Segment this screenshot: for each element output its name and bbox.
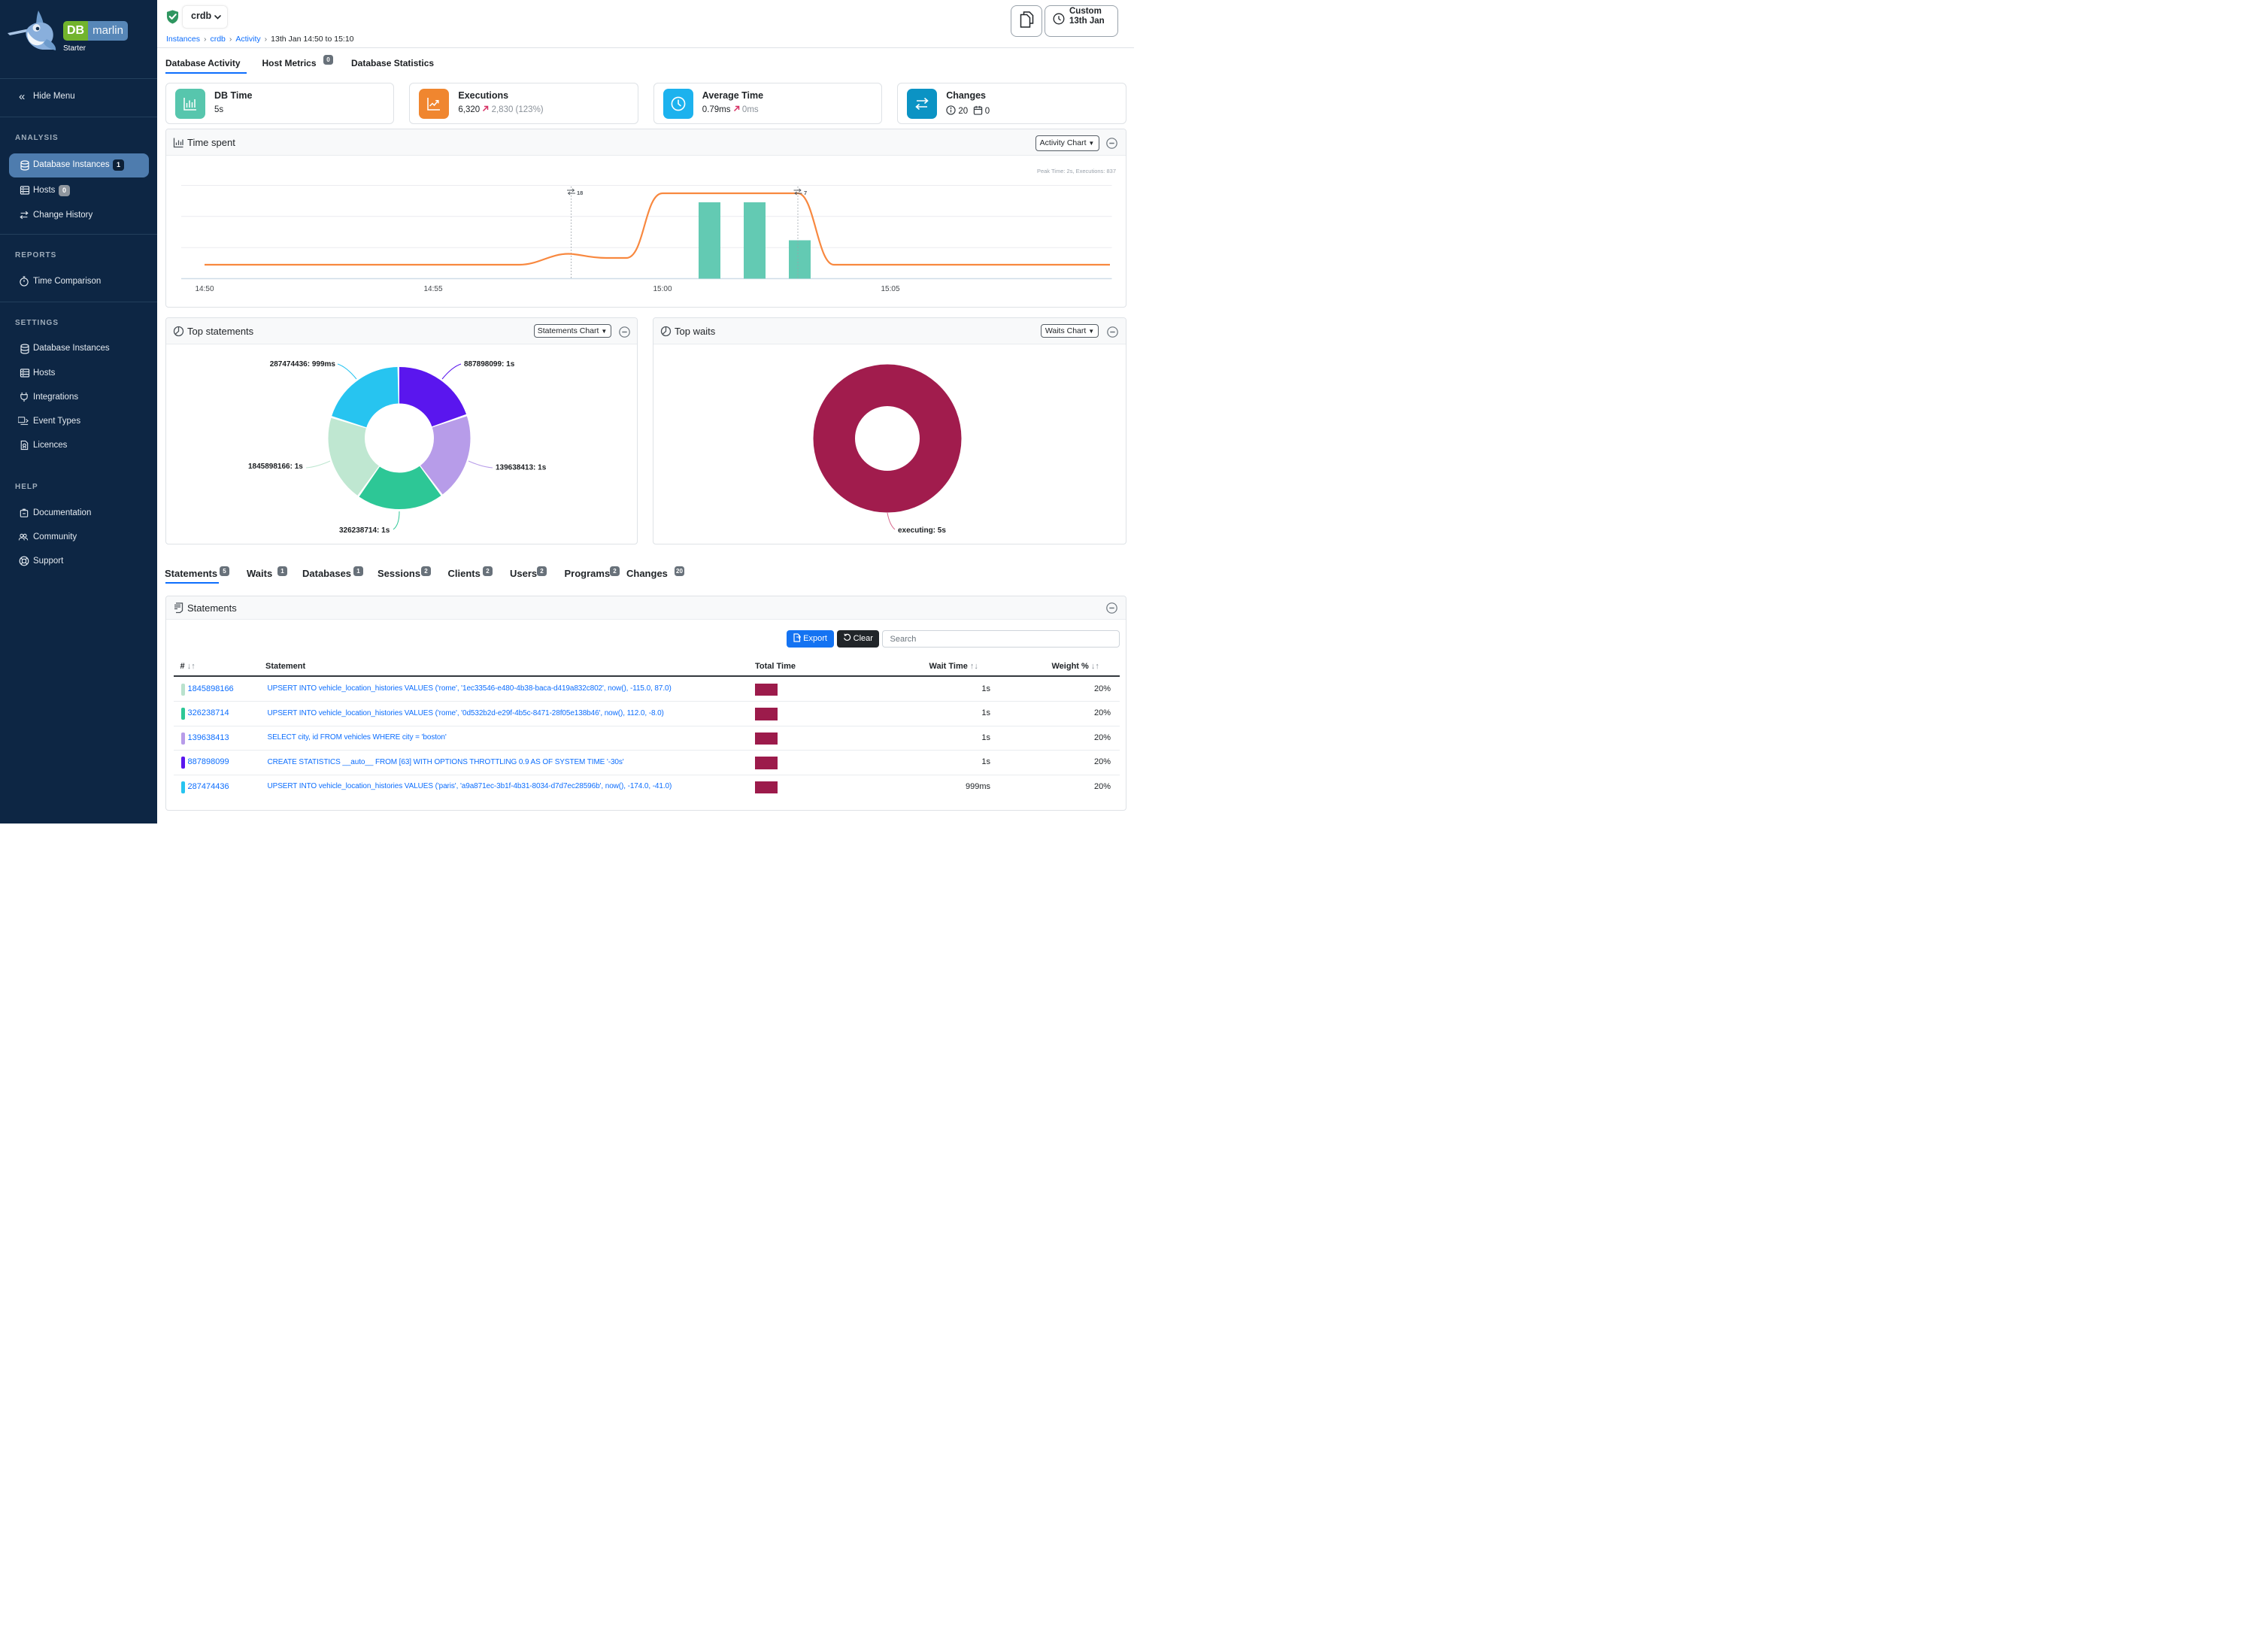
svg-text:14:55: 14:55 <box>423 285 442 293</box>
svg-text:287474436: 999ms: 287474436: 999ms <box>270 360 336 369</box>
svg-text:15:00: 15:00 <box>653 285 672 293</box>
svg-text:1845898166: 1s: 1845898166: 1s <box>248 463 303 471</box>
svg-text:887898099: 1s: 887898099: 1s <box>464 360 515 369</box>
svg-text:7: 7 <box>804 190 807 196</box>
svg-text:139638413: 1s: 139638413: 1s <box>496 463 547 472</box>
svg-text:326238714: 1s: 326238714: 1s <box>339 526 390 535</box>
svg-text:Peak Time: 2s, Executions: 837: Peak Time: 2s, Executions: 837 <box>1037 168 1116 174</box>
svg-text:15:05: 15:05 <box>881 285 899 293</box>
svg-text:executing: 5s: executing: 5s <box>898 526 946 535</box>
svg-text:18: 18 <box>577 190 583 196</box>
svg-text:14:50: 14:50 <box>195 285 214 293</box>
